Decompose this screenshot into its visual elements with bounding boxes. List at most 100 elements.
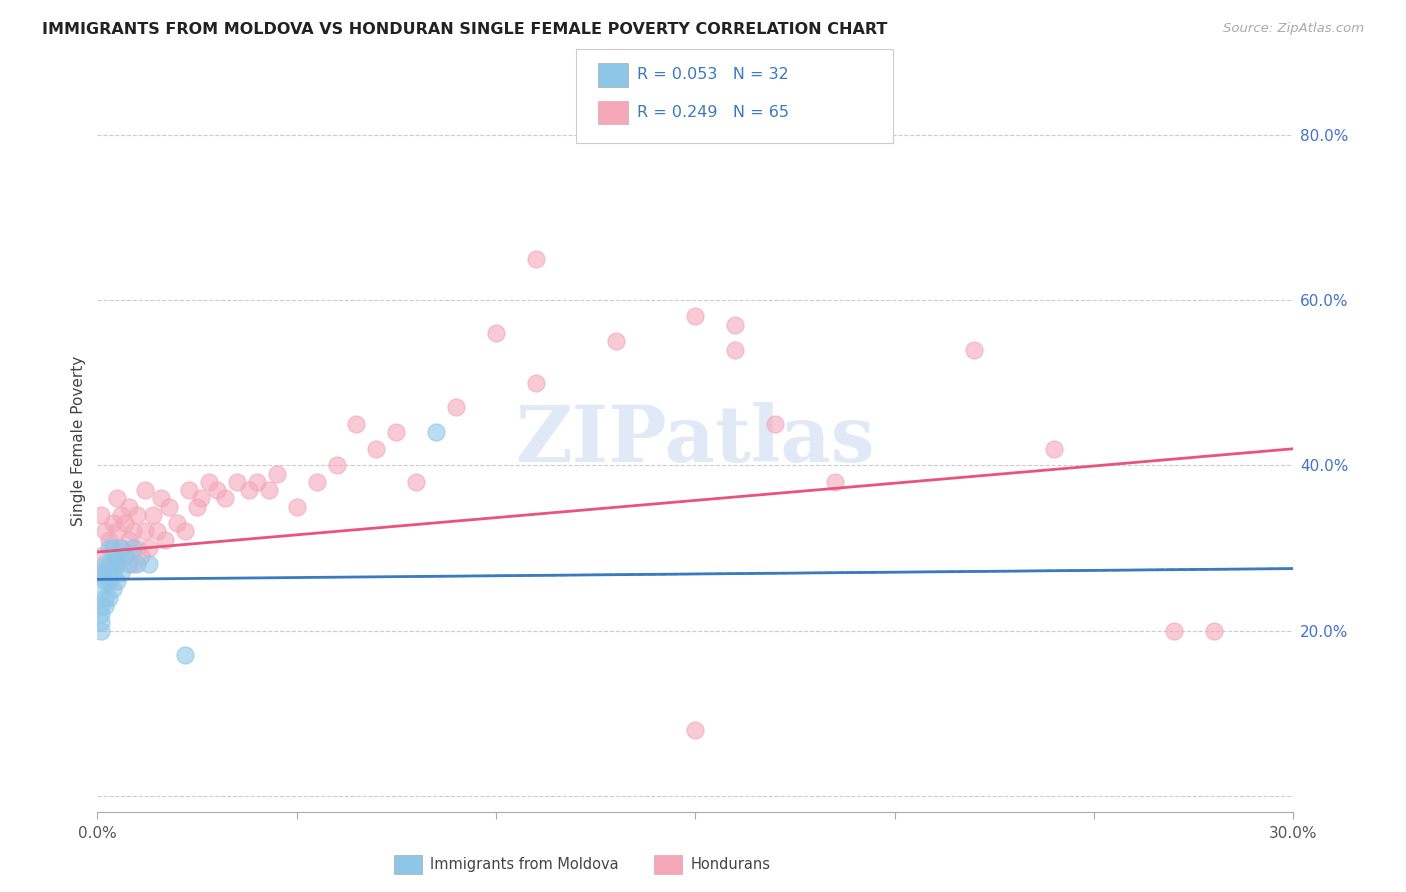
Point (110, 508, 132, 522)
Point (177, 483, 200, 497)
Point (1043, 442, 1066, 456)
Point (94, 524, 117, 539)
Point (325, 458, 347, 473)
Point (138, 541, 160, 555)
Point (405, 475, 427, 489)
Point (238, 483, 260, 497)
Point (98, 541, 121, 555)
Point (129, 549, 152, 564)
Point (98, 558, 121, 572)
Point (153, 533, 176, 547)
Point (685, 723, 707, 737)
Point (198, 475, 221, 489)
Point (103, 541, 125, 555)
Point (103, 582, 125, 597)
Point (485, 326, 508, 340)
Point (763, 417, 786, 431)
Point (90, 582, 112, 597)
Point (90, 508, 112, 522)
Point (724, 343, 747, 357)
Point (266, 467, 288, 481)
Point (94, 599, 117, 613)
Point (166, 516, 188, 530)
Point (103, 558, 125, 572)
Point (90, 607, 112, 621)
Point (134, 483, 156, 497)
Text: Immigrants from Moldova: Immigrants from Moldova (430, 857, 619, 871)
Point (174, 648, 197, 663)
Point (134, 524, 156, 539)
Point (118, 558, 141, 572)
Point (157, 500, 180, 514)
Point (114, 516, 136, 530)
Point (146, 524, 169, 539)
Point (105, 574, 128, 588)
Point (605, 334, 627, 349)
Text: ZIPatlas: ZIPatlas (516, 402, 875, 478)
Point (98, 566, 121, 580)
Point (105, 558, 128, 572)
Point (246, 475, 269, 489)
Point (90, 549, 112, 564)
Point (90, 624, 112, 638)
Y-axis label: Single Female Poverty: Single Female Poverty (72, 355, 86, 525)
Point (94, 566, 117, 580)
Point (122, 524, 145, 539)
Point (127, 558, 149, 572)
Point (225, 475, 247, 489)
Point (385, 425, 408, 440)
Point (1163, 624, 1185, 638)
Point (98, 574, 121, 588)
Point (824, 475, 846, 489)
Point (90, 599, 112, 613)
Point (94, 558, 117, 572)
Point (138, 558, 160, 572)
Point (122, 541, 145, 555)
Point (186, 500, 208, 514)
Point (205, 483, 228, 497)
Point (94, 566, 117, 580)
Point (425, 425, 447, 440)
Point (346, 417, 368, 431)
Point (122, 558, 145, 572)
Point (257, 483, 280, 497)
Point (963, 343, 986, 357)
Text: IMMIGRANTS FROM MOLDOVA VS HONDURAN SINGLE FEMALE POVERTY CORRELATION CHART: IMMIGRANTS FROM MOLDOVA VS HONDURAN SING… (42, 22, 887, 37)
Point (190, 491, 212, 506)
Point (214, 491, 236, 506)
Text: Source: ZipAtlas.com: Source: ZipAtlas.com (1223, 22, 1364, 36)
Point (105, 558, 128, 572)
Point (98, 574, 121, 588)
Point (105, 549, 128, 564)
Point (105, 524, 128, 539)
Point (524, 252, 547, 266)
Point (118, 533, 141, 547)
Point (142, 508, 165, 522)
Text: R = 0.249   N = 65: R = 0.249 N = 65 (637, 105, 789, 120)
Point (103, 566, 125, 580)
Point (285, 500, 308, 514)
Point (90, 566, 112, 580)
Point (94, 574, 117, 588)
Point (103, 558, 125, 572)
Point (110, 541, 132, 555)
Point (127, 541, 149, 555)
Point (110, 566, 132, 580)
Point (127, 508, 149, 522)
Point (174, 524, 197, 539)
Point (305, 475, 328, 489)
Point (98, 591, 121, 605)
Point (114, 549, 136, 564)
Point (114, 549, 136, 564)
Point (1202, 624, 1225, 638)
Text: R = 0.053   N = 32: R = 0.053 N = 32 (637, 68, 789, 82)
Text: Hondurans: Hondurans (690, 857, 770, 871)
Point (103, 516, 125, 530)
Point (90, 615, 112, 630)
Point (98, 533, 121, 547)
Point (150, 491, 173, 506)
Point (105, 491, 128, 506)
Point (685, 310, 707, 324)
Point (444, 401, 467, 415)
Point (110, 541, 132, 555)
